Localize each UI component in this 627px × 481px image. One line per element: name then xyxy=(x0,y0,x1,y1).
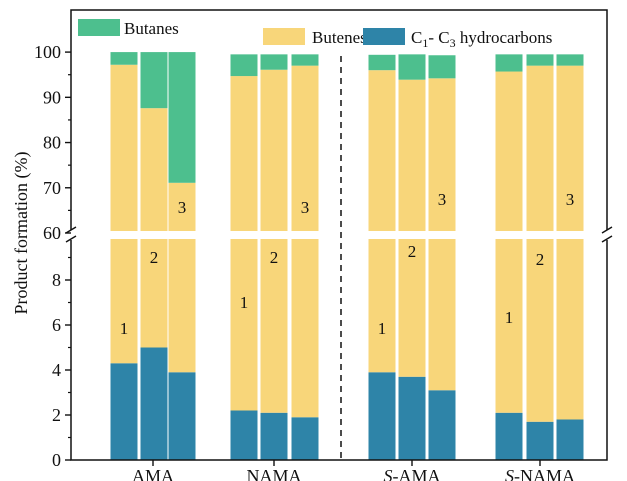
bar-butenes-10 xyxy=(495,71,523,413)
bar-butenes-4 xyxy=(230,76,258,411)
bar-number-5: 2 xyxy=(270,248,279,267)
legend-swatch-c1c3 xyxy=(363,28,405,45)
bar-butenes-3 xyxy=(168,182,196,373)
bar-c1c3-11 xyxy=(526,421,554,460)
bar-c1c3-6 xyxy=(291,417,319,460)
right-spine-gap xyxy=(605,230,609,240)
bar-number-12: 3 xyxy=(566,190,575,209)
legend-swatch-butanes xyxy=(78,19,120,36)
y-tick-label-upper-90: 90 xyxy=(43,87,61,107)
x-tick-label-1: AMA xyxy=(132,466,174,481)
x-tick-label-name-2: NAMA xyxy=(246,466,301,481)
x-tick-label-name-3: -AMA xyxy=(393,466,441,481)
legend-c1c3-sub1: 1 xyxy=(422,36,428,50)
x-tick-label-4: S-NAMA xyxy=(505,466,575,481)
bar-c1c3-10 xyxy=(495,412,523,460)
bar-number-8: 2 xyxy=(408,242,417,261)
bar-butanes-4 xyxy=(230,54,258,77)
break-mark-right-b xyxy=(601,235,613,243)
bar-c1c3-12 xyxy=(556,419,584,460)
bar-butanes-8 xyxy=(398,54,426,80)
x-tick-label-name-1: AMA xyxy=(132,466,174,481)
bar-butanes-1 xyxy=(110,52,138,65)
x-tick-label-3: S-AMA xyxy=(384,466,441,481)
axis-break-gap xyxy=(72,231,606,239)
legend: Butanes Butenes C1- C3 hydrocarbons xyxy=(78,19,552,50)
bar-number-9: 3 xyxy=(438,190,447,209)
bar-number-7: 1 xyxy=(378,319,387,338)
y-tick-label-lower-6: 6 xyxy=(52,315,61,335)
bar-butenes-7 xyxy=(368,70,396,373)
y-tick-label-lower-4: 4 xyxy=(52,360,61,380)
bar-c1c3-7 xyxy=(368,372,396,460)
y-tick-label-upper-70: 70 xyxy=(43,178,61,198)
y-tick-label-upper-60: 60 xyxy=(43,223,61,243)
bar-butenes-8 xyxy=(398,79,426,377)
bar-butenes-2 xyxy=(140,108,168,348)
bar-butanes-12 xyxy=(556,54,584,66)
bar-butenes-12 xyxy=(556,65,584,420)
legend-c1c3-mid: - C xyxy=(428,28,449,47)
bar-number-2: 2 xyxy=(150,248,159,267)
bars-layer xyxy=(110,52,584,460)
bar-butanes-5 xyxy=(260,54,288,70)
legend-label-c1c3: C1- C3 hydrocarbons xyxy=(411,28,552,50)
bar-number-labels: 1 2 3 1 2 3 1 2 3 1 2 3 xyxy=(120,190,575,338)
break-mark-right-a xyxy=(601,226,613,234)
left-spine-gap xyxy=(69,230,73,240)
bar-c1c3-9 xyxy=(428,390,456,460)
x-tick-label-prefix-4: S xyxy=(505,466,514,481)
bar-c1c3-8 xyxy=(398,376,426,460)
bar-number-10: 1 xyxy=(505,308,514,327)
bar-butenes-1 xyxy=(110,64,138,364)
bar-butanes-3 xyxy=(168,52,196,183)
y-tick-label-lower-2: 2 xyxy=(52,405,61,425)
break-mark-left-a xyxy=(65,226,77,234)
legend-c1c3-sub2: 3 xyxy=(450,36,456,50)
y-tick-label-upper-100: 100 xyxy=(34,42,61,62)
bar-number-3: 3 xyxy=(178,198,187,217)
legend-c1c3-c: C xyxy=(411,28,422,47)
y-tick-label-upper-80: 80 xyxy=(43,133,61,153)
axis-break-band xyxy=(72,231,606,239)
legend-label-butanes: Butanes xyxy=(124,19,179,38)
x-tick-label-2: NAMA xyxy=(246,466,301,481)
legend-swatch-butenes xyxy=(263,28,305,45)
bar-butenes-6 xyxy=(291,65,319,418)
bar-c1c3-5 xyxy=(260,412,288,460)
bar-number-6: 3 xyxy=(301,198,310,217)
bar-butanes-10 xyxy=(495,54,523,72)
x-tick-label-prefix-3: S xyxy=(384,466,393,481)
bar-c1c3-1 xyxy=(110,363,138,460)
bar-c1c3-4 xyxy=(230,410,258,460)
bar-butenes-11 xyxy=(526,65,554,422)
bar-butanes-2 xyxy=(140,52,168,109)
bar-butanes-6 xyxy=(291,54,319,66)
bar-c1c3-2 xyxy=(140,347,168,460)
legend-label-butenes: Butenes xyxy=(312,28,367,47)
bar-butenes-5 xyxy=(260,69,288,413)
bar-number-4: 1 xyxy=(240,293,249,312)
bar-number-11: 2 xyxy=(536,250,545,269)
bar-number-1: 1 xyxy=(120,319,129,338)
y-tick-label-lower-0: 0 xyxy=(52,450,61,470)
bar-butanes-11 xyxy=(526,54,554,66)
legend-c1c3-suffix: hydrocarbons xyxy=(456,28,553,47)
y-axis-label: Product formation (%) xyxy=(11,152,32,315)
break-mark-left-b xyxy=(65,235,77,243)
x-tick-label-name-4: -NAMA xyxy=(514,466,575,481)
y-tick-label-lower-8: 8 xyxy=(52,270,61,290)
bar-butanes-7 xyxy=(368,54,396,71)
bar-c1c3-3 xyxy=(168,372,196,460)
bar-butanes-9 xyxy=(428,55,456,79)
